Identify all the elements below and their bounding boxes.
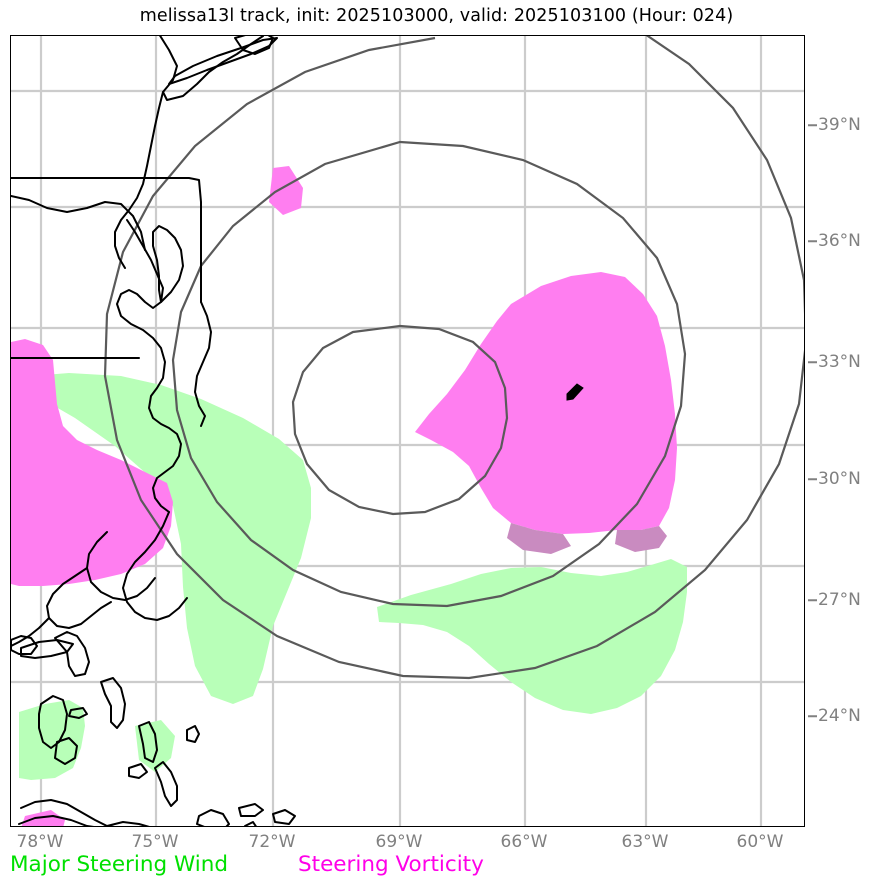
lat-label-27: 27°N	[818, 590, 861, 610]
contour-middle	[171, 140, 687, 608]
island-great-exuma	[128, 763, 148, 779]
lon-label-66: 66°W	[500, 832, 548, 852]
island-crooked	[196, 809, 230, 826]
storm-center-marker[interactable]	[566, 383, 584, 401]
island-tiny-south	[244, 821, 257, 826]
lat-label-33: 33°N	[818, 352, 861, 372]
island-eleuthera	[100, 677, 126, 729]
overlap-regions	[507, 523, 667, 554]
longitude-axis: 78°W 75°W 72°W 69°W 66°W 63°W 60°W	[10, 832, 805, 858]
lat-tick-30	[808, 478, 817, 480]
plot-frame	[10, 35, 805, 827]
wind-region-bahamas-nw	[19, 700, 85, 780]
coast-chesapeake-east	[152, 225, 184, 303]
island-long	[154, 761, 178, 807]
lon-label-75: 75°W	[131, 832, 179, 852]
map-plot-area[interactable]	[10, 35, 805, 827]
legend-item-major-steering-wind: Major Steering Wind	[10, 852, 229, 877]
island-abaco	[54, 631, 90, 677]
lat-tick-27	[808, 599, 817, 601]
coast-cuba-north	[20, 799, 115, 826]
page-title: melissa13l track, init: 2025103000, vali…	[139, 6, 734, 26]
coast-long-island	[168, 37, 278, 85]
coast-cuba-east	[106, 821, 150, 826]
overlap-patch-right	[615, 526, 667, 552]
lon-label-60: 60°W	[736, 832, 784, 852]
wind-region-mid-atlantic	[19, 373, 311, 704]
vorticity-region-offshore-west	[11, 339, 173, 586]
lon-label-72: 72°W	[248, 832, 296, 852]
major-steering-wind-regions	[19, 373, 687, 780]
lon-label-63: 63°W	[621, 832, 669, 852]
island-new-providence	[54, 737, 78, 765]
lon-label-69: 69°W	[375, 832, 423, 852]
map-canvas	[11, 36, 804, 826]
coast-pamlico	[86, 531, 156, 601]
coast-new-england	[159, 36, 264, 101]
island-small-west	[68, 707, 88, 719]
lat-label-30: 30°N	[818, 469, 861, 489]
contour-inner	[291, 324, 509, 516]
lat-label-39: 39°N	[818, 115, 861, 135]
legend-item-steering-vorticity: Steering Vorticity	[298, 852, 484, 877]
coast-delmarva	[194, 301, 212, 427]
vorticity-region-cuba-sliver	[21, 810, 65, 826]
lon-label-78: 78°W	[16, 832, 64, 852]
island-mayaguana	[238, 803, 264, 817]
coast-new-jersey	[114, 91, 164, 269]
border-state-north	[11, 177, 202, 303]
steering-vorticity-regions	[11, 166, 677, 826]
coast-georgia-florida	[11, 617, 50, 647]
lat-label-24: 24°N	[818, 706, 861, 726]
vorticity-region-main	[415, 272, 677, 534]
coast-cape-cod	[234, 36, 274, 55]
lat-label-36: 36°N	[818, 231, 861, 251]
wind-region-south-atlantic	[377, 559, 687, 714]
island-san-salvador	[186, 725, 200, 743]
contour-outer	[103, 36, 804, 680]
vorticity-region-north-patch	[269, 166, 303, 215]
island-turks	[272, 809, 296, 825]
steering-contours	[103, 36, 804, 680]
coast-inlet-small	[11, 635, 38, 655]
lat-tick-36	[808, 240, 817, 242]
lat-tick-24	[808, 715, 817, 717]
overlap-patch-left	[507, 523, 571, 554]
coastlines	[11, 36, 296, 826]
lat-tick-33	[808, 361, 817, 363]
lat-tick-39	[808, 124, 817, 126]
coast-outer-banks	[122, 511, 188, 621]
latitude-axis: 39°N 36°N 33°N 30°N 27°N 24°N	[808, 35, 873, 827]
coast-carolina-south	[46, 567, 112, 629]
legend: Major Steering Wind Steering Vorticity	[0, 852, 873, 886]
coast-cuba-south	[18, 815, 95, 826]
border-state-inland	[11, 195, 146, 251]
island-cat	[138, 721, 158, 763]
